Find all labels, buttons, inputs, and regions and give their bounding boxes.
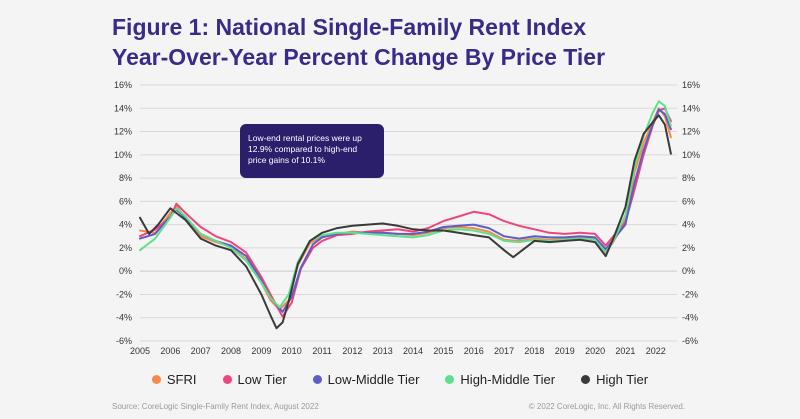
series-line-sfri (139, 107, 672, 311)
legend-label-low-middle-tier: Low-Middle Tier (327, 372, 420, 387)
y-tick-label-right: -2% (682, 289, 698, 299)
chart-title: Figure 1: National Single-Family Rent In… (112, 12, 605, 72)
x-tick-label: 2010 (282, 346, 302, 356)
legend-item-sfri[interactable]: SFRI (151, 372, 197, 387)
y-tick-label-right: 10% (682, 150, 700, 160)
legend-item-high-middle-tier[interactable]: High-Middle Tier (445, 372, 555, 387)
y-tick-label-right: 14% (682, 103, 700, 113)
legend-label-low-tier: Low Tier (237, 372, 287, 387)
legend-item-high-tier[interactable]: High Tier (581, 372, 648, 387)
x-tick-label: 2005 (130, 346, 150, 356)
x-tick-label: 2007 (191, 346, 211, 356)
legend-label-high-middle-tier: High-Middle Tier (460, 372, 556, 387)
x-tick-label: 2021 (615, 346, 635, 356)
title-line-2: Year-Over-Year Percent Change By Price T… (112, 44, 606, 70)
x-tick-label: 2011 (312, 346, 331, 356)
y-tick-label-left: -4% (116, 313, 132, 323)
y-tick-label-right: 0% (682, 266, 695, 276)
series-line-high-middle-tier (139, 100, 672, 309)
y-tick-label-right: -6% (682, 336, 698, 346)
x-tick-label: 2013 (373, 346, 393, 356)
y-tick-label-left: 8% (119, 173, 132, 183)
legend-dot-high-tier (581, 375, 591, 384)
legend-item-low-tier[interactable]: Low Tier (222, 372, 287, 387)
x-tick-label: 2016 (464, 346, 484, 356)
y-tick-label-right: -4% (682, 313, 698, 323)
x-tick-label: 2019 (555, 346, 575, 356)
y-tick-label-right: 4% (682, 220, 695, 230)
y-tick-label-left: 10% (114, 150, 132, 160)
legend-dot-low-tier (222, 375, 232, 384)
x-tick-label: 2014 (403, 346, 423, 356)
x-tick-label: 2009 (251, 346, 271, 356)
y-tick-label-right: 6% (682, 196, 695, 206)
y-tick-label-left: 12% (114, 127, 132, 137)
series-line-high-tier (139, 114, 672, 330)
legend: SFRI Low Tier Low-Middle Tier High-Middl… (0, 372, 800, 387)
y-tick-label-right: 16% (682, 80, 700, 90)
legend-item-low-middle-tier[interactable]: Low-Middle Tier (312, 372, 420, 387)
series-line-low-tier (139, 107, 672, 318)
x-tick-label: 2008 (221, 346, 241, 356)
y-tick-label-left: 4% (119, 220, 132, 230)
x-tick-label: 2017 (494, 346, 514, 356)
x-tick-label: 2006 (160, 346, 180, 356)
series-line-low-middle-tier (139, 108, 672, 313)
y-tick-label-left: -2% (116, 289, 132, 299)
title-line-1: Figure 1: National Single-Family Rent In… (112, 14, 587, 40)
source-note: Source: CoreLogic Single-Family Rent Ind… (112, 402, 319, 411)
y-tick-label-left: 14% (114, 103, 132, 113)
y-tick-label-left: 16% (114, 80, 132, 90)
y-tick-label-right: 2% (682, 243, 695, 253)
x-tick-label: 2012 (342, 346, 362, 356)
y-tick-label-right: 8% (682, 173, 695, 183)
legend-dot-high-middle-tier (445, 375, 455, 384)
legend-dot-sfri (151, 375, 161, 384)
y-tick-label-left: 0% (119, 266, 132, 276)
x-tick-label: 2020 (585, 346, 605, 356)
y-tick-label-left: 6% (119, 196, 132, 206)
x-tick-label: 2015 (433, 346, 453, 356)
y-tick-label-left: -6% (116, 336, 132, 346)
copyright-note: © 2022 CoreLogic, Inc. All Rights Reserv… (528, 402, 685, 411)
y-tick-label-left: 2% (119, 243, 132, 253)
legend-label-high-tier: High Tier (596, 372, 649, 387)
legend-dot-low-middle-tier (312, 375, 322, 384)
y-tick-label-right: 12% (682, 127, 700, 137)
x-tick-label: 2022 (646, 346, 666, 356)
x-tick-label: 2018 (524, 346, 544, 356)
legend-label-sfri: SFRI (166, 372, 197, 387)
annotation-box: Low-end rental prices were up 12.9% comp… (240, 124, 384, 178)
